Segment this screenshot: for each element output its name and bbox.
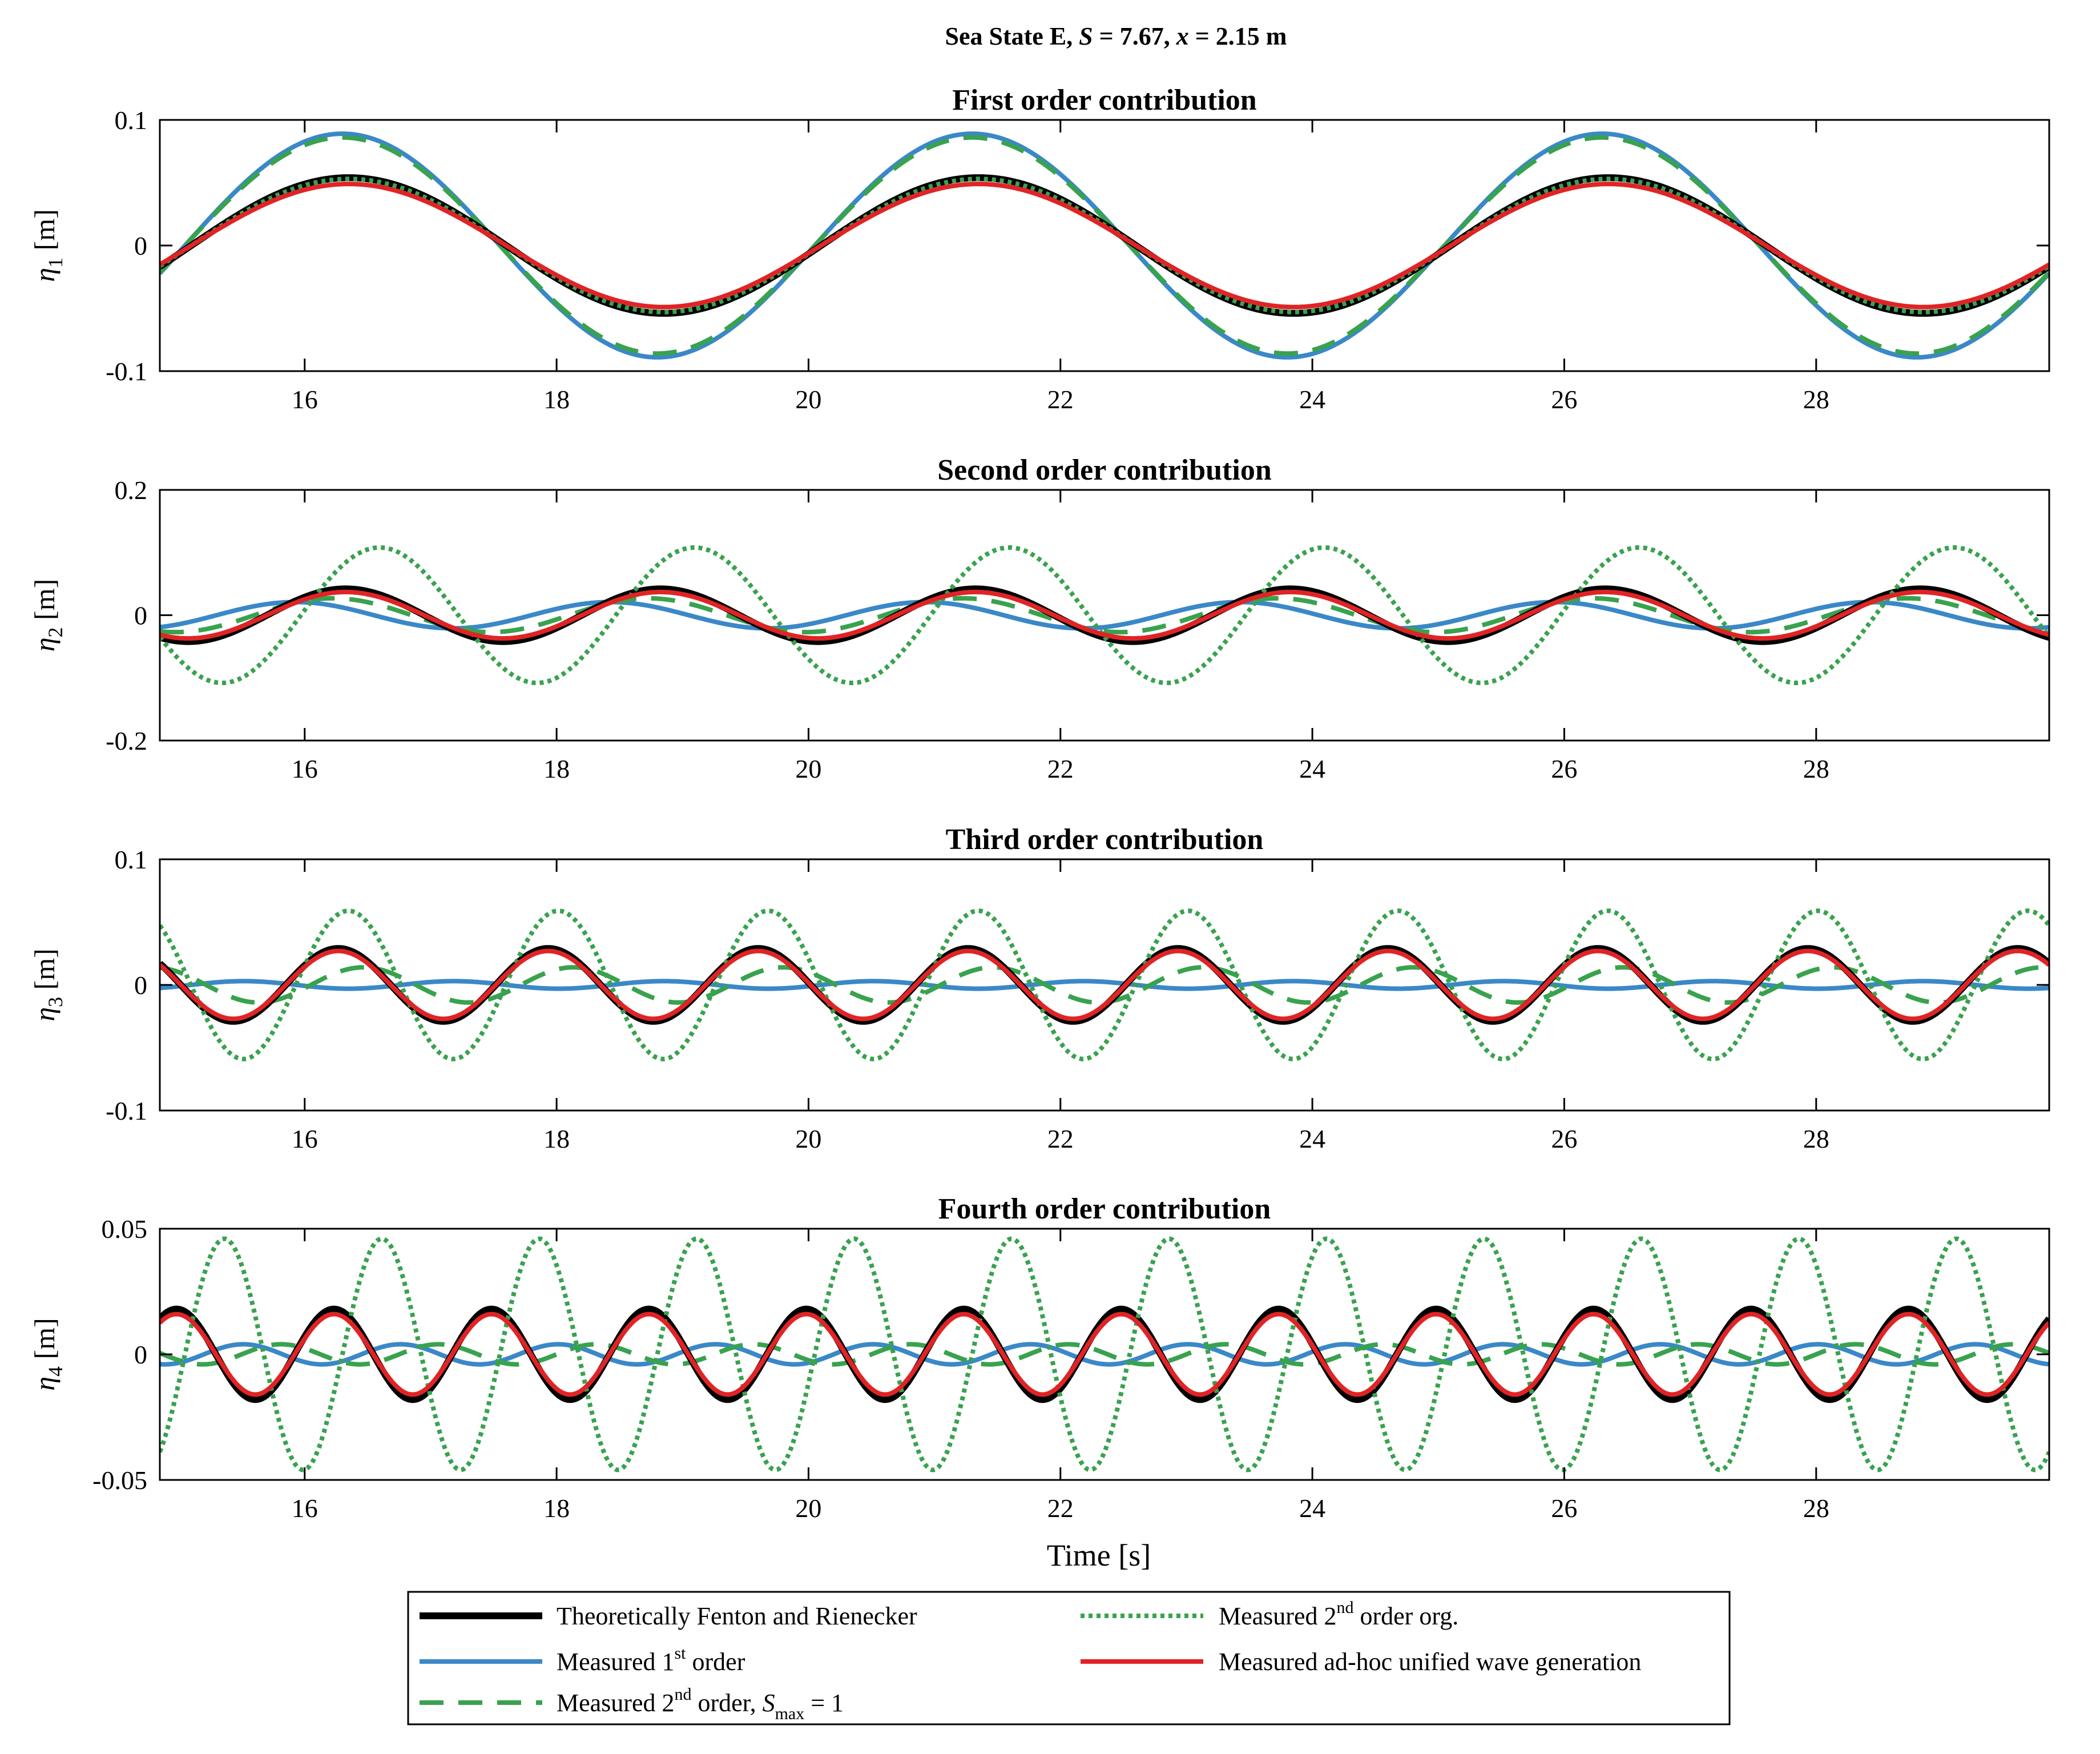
x-tick-label: 24 (1299, 754, 1325, 783)
x-tick-label: 26 (1551, 1124, 1577, 1153)
series-group (160, 545, 2049, 685)
y-axis-label: η4 [m] (29, 1318, 67, 1391)
y-tick-label: 0.05 (102, 1214, 148, 1244)
series-adhoc (160, 948, 2049, 1021)
y-tick-label: 0 (134, 971, 147, 1000)
legend: Theoretically Fenton and Rienecker Measu… (407, 1591, 1731, 1725)
x-tick-label: 16 (292, 385, 318, 414)
panel-title: Second order contribution (937, 454, 1272, 486)
x-tick-label: 18 (543, 385, 570, 414)
y-tick-label: -0.1 (106, 1096, 147, 1125)
series-fenton (160, 1305, 2049, 1403)
legend-label-adhoc: Measured ad-hoc unified wave generation (1219, 1648, 1641, 1676)
series-group (160, 1236, 2049, 1473)
y-tick-label: 0.2 (115, 476, 148, 505)
x-tick-label: 20 (795, 1494, 821, 1523)
x-tick-label: 20 (795, 385, 821, 414)
x-tick-label: 26 (1551, 1494, 1577, 1523)
x-tick-label: 22 (1047, 385, 1074, 414)
panel-title: Fourth order contribution (938, 1193, 1271, 1225)
x-tick-label: 28 (1803, 385, 1829, 414)
x-tick-label: 26 (1551, 385, 1577, 414)
x-tick-label: 24 (1299, 1494, 1325, 1523)
panel-1: First order contribution 16 18 20 22 24 26 28 -0… (29, 84, 2050, 414)
x-tick-label: 18 (543, 754, 570, 783)
y-tick-label: 0.1 (115, 845, 148, 874)
legend-label-m2: Measured 2nd order, Smax = 1 (557, 1685, 844, 1723)
series-adhoc (160, 589, 2049, 641)
series-adhoc (160, 1312, 2049, 1397)
series-m2 (160, 135, 2049, 356)
y-axis-label: η2 [m] (29, 579, 67, 652)
x-tick-label: 22 (1047, 1494, 1074, 1523)
x-tick-label: 26 (1551, 754, 1577, 783)
y-axis-label: η1 [m] (29, 209, 67, 282)
panels: First order contribution 16 18 20 22 24 26 28 -0… (29, 84, 2050, 1572)
y-tick-label: 0.1 (115, 106, 148, 135)
legend-label-m2org: Measured 2nd order org. (1219, 1598, 1458, 1630)
panel-2: Second order contribution 16 18 20 22 24 26 28 -… (29, 454, 2050, 783)
x-tick-label: 24 (1299, 1124, 1325, 1153)
series-m1 (160, 600, 2049, 631)
x-tick-label: 24 (1299, 385, 1325, 414)
x-tick-label: 18 (543, 1124, 570, 1153)
legend-label-m1: Measured 1st order (557, 1644, 745, 1676)
x-tick-label: 18 (543, 1494, 570, 1523)
series-m1 (160, 979, 2049, 991)
panel-title: Third order contribution (946, 823, 1264, 856)
x-tick-label: 16 (292, 754, 318, 783)
x-tick-label: 22 (1047, 754, 1074, 783)
legend-box (407, 1591, 1731, 1725)
series-m2 (160, 1342, 2049, 1367)
y-tick-label: -0.05 (92, 1466, 147, 1495)
panel-4: Fourth order contribution 16 18 20 22 24 26 28 -… (29, 1193, 2050, 1572)
x-tick-label: 22 (1047, 1124, 1074, 1153)
series-m2org (160, 908, 2049, 1061)
x-tick-label: 28 (1803, 1494, 1829, 1523)
x-tick-label: 16 (292, 1494, 318, 1523)
series-adhoc (160, 182, 2049, 309)
x-tick-label: 28 (1803, 754, 1829, 783)
series-group (160, 131, 2049, 360)
figure-title: Sea State E, S = 7.67, x = 2.15 m (945, 22, 1287, 50)
y-tick-label: 0 (134, 231, 147, 260)
x-tick-label: 28 (1803, 1124, 1829, 1153)
y-axis-label: η3 [m] (29, 948, 67, 1021)
x-axis-label: Time [s] (1047, 1538, 1151, 1572)
panel-title: First order contribution (952, 84, 1257, 116)
y-tick-label: 0 (134, 1340, 147, 1369)
series-group (160, 908, 2049, 1061)
series-m1 (160, 1342, 2049, 1367)
x-tick-label: 16 (292, 1124, 318, 1153)
x-tick-label: 20 (795, 754, 821, 783)
y-tick-label: 0 (134, 601, 147, 630)
y-tick-label: -0.1 (106, 357, 147, 386)
y-tick-label: -0.2 (106, 726, 147, 755)
x-tick-label: 20 (795, 1124, 821, 1153)
series-m2 (160, 596, 2049, 635)
legend-label-fenton: Theoretically Fenton and Rienecker (557, 1602, 917, 1630)
panel-3: Third order contribution 16 18 20 22 24 26 28 -0… (29, 823, 2050, 1153)
